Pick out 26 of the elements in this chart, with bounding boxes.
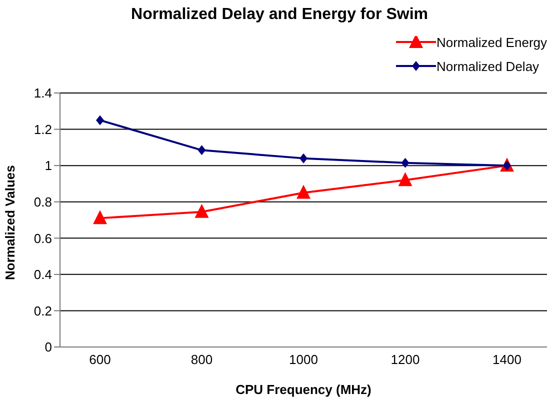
x-axis-title: CPU Frequency (MHz) bbox=[236, 382, 372, 397]
x-tick-label: 1000 bbox=[289, 352, 318, 368]
point bbox=[398, 172, 412, 186]
legend-label: Normalized Energy bbox=[436, 34, 547, 50]
y-tick-label: 0.2 bbox=[34, 303, 52, 318]
point bbox=[401, 158, 410, 168]
y-tick-label: 0.6 bbox=[34, 230, 52, 246]
x-tick-label: 1400 bbox=[492, 352, 522, 368]
point bbox=[194, 204, 209, 218]
point bbox=[96, 115, 104, 126]
legend-label: Normalized Delay bbox=[436, 58, 540, 74]
y-axis-title: Normalized Values bbox=[2, 165, 18, 280]
y-tick-label: 0.8 bbox=[34, 194, 52, 210]
y-tick-label: 1.2 bbox=[34, 122, 52, 137]
y-tick-label: 0 bbox=[44, 340, 52, 355]
point bbox=[300, 153, 308, 164]
y-tick-label: 1 bbox=[44, 158, 52, 174]
point bbox=[198, 145, 206, 156]
x-tick-label: 800 bbox=[190, 352, 213, 368]
point bbox=[93, 210, 107, 224]
point bbox=[296, 184, 310, 199]
x-tick-label: 1200 bbox=[390, 352, 420, 368]
x-tick-label: 600 bbox=[89, 352, 111, 368]
chart-title: Normalized Delay and Energy for Swim bbox=[130, 6, 429, 24]
y-tick-label: 0.4 bbox=[34, 267, 52, 282]
y-tick-label: 1.4 bbox=[34, 86, 52, 101]
